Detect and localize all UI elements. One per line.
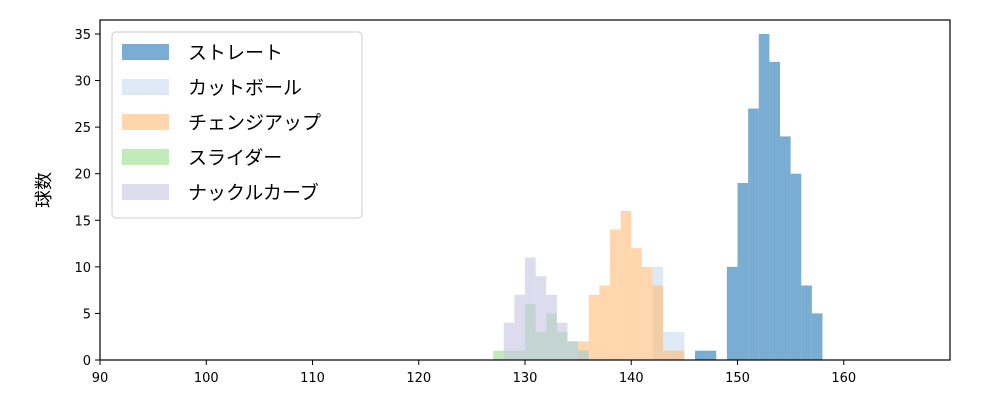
legend-swatch-0 <box>122 44 169 60</box>
x-tick-label-5: 140 <box>619 371 644 386</box>
bar-series-0-bin-4 <box>737 183 749 360</box>
legend-label-4: ナックルカーブ <box>188 181 319 204</box>
legend-swatch-2 <box>122 114 169 130</box>
bar-series-0-bin-5 <box>748 108 759 360</box>
bar-series-4-bin-6 <box>567 341 579 360</box>
bar-series-2-bin-2 <box>599 285 610 360</box>
x-axis: 90 100 110 120 130 140 150 160 <box>92 360 856 386</box>
bar-series-0-bin-8 <box>780 136 791 360</box>
y-tick-label-1: 5 <box>83 307 91 322</box>
y-tick-label-0: 0 <box>83 354 91 369</box>
bar-series-4-bin-5 <box>556 322 568 360</box>
bar-series-0-bin-7 <box>769 61 780 360</box>
legend-box <box>111 31 363 219</box>
bar-series-2-bin-7 <box>652 285 664 360</box>
y-tick-label-5: 25 <box>74 121 91 136</box>
x-tick-label-6: 150 <box>725 371 750 386</box>
bar-series-2-bin-4 <box>620 210 632 360</box>
bar-series-4-bin-3 <box>535 276 547 360</box>
bars-layer <box>493 33 823 361</box>
bar-series-0-bin-10 <box>801 285 812 360</box>
legend-label-3: スライダー <box>188 147 282 169</box>
bar-series-2-bin-9 <box>673 350 685 360</box>
bar-series-2-bin-1 <box>588 294 600 360</box>
y-tick-label-3: 15 <box>74 214 91 229</box>
bar-series-0-bin-6 <box>758 33 770 361</box>
bar-series-2-bin-3 <box>610 229 621 360</box>
bar-series-4-bin-2 <box>525 257 536 360</box>
x-tick-label-0: 90 <box>92 371 109 386</box>
bar-series-0-bin-9 <box>790 173 802 360</box>
bar-series-4-bin-7 <box>578 350 589 360</box>
y-axis: 0 5 10 15 20 25 30 35 <box>74 28 100 369</box>
x-tick-label-3: 120 <box>406 371 431 386</box>
bar-series-1-bin-1 <box>663 332 674 360</box>
x-tick-label-4: 130 <box>513 371 538 386</box>
bar-series-4-bin-1 <box>514 294 525 360</box>
y-tick-label-6: 30 <box>74 75 91 90</box>
bar-series-4-bin-4 <box>546 294 557 360</box>
legend-swatch-4 <box>122 184 169 200</box>
legend-swatch-3 <box>122 149 169 165</box>
y-axis-label: 球数 <box>34 172 55 208</box>
y-tick-label-4: 20 <box>74 168 91 183</box>
x-tick-label-2: 110 <box>300 371 325 386</box>
legend-label-0: ストレート <box>188 42 283 64</box>
bar-series-2-bin-5 <box>631 248 642 360</box>
bar-series-4-bin-0 <box>503 322 515 360</box>
bar-series-2-bin-6 <box>641 266 653 360</box>
legend-label-1: カットボール <box>188 77 302 99</box>
bar-series-3-bin-0 <box>493 350 504 360</box>
bar-series-0-bin-3 <box>726 266 738 360</box>
bar-series-0-bin-1 <box>705 350 717 360</box>
y-tick-label-2: 10 <box>74 261 91 276</box>
y-tick-label-7: 35 <box>74 28 91 43</box>
bar-series-1-bin-2 <box>673 332 685 360</box>
bar-series-2-bin-8 <box>663 350 674 360</box>
x-tick-label-7: 160 <box>831 371 856 386</box>
bar-series-0-bin-0 <box>695 350 706 360</box>
legend-label-2: チェンジアップ <box>188 112 321 134</box>
bar-series-0-bin-11 <box>811 313 823 360</box>
x-tick-label-1: 100 <box>194 371 219 386</box>
legend-swatch-1 <box>122 79 169 95</box>
